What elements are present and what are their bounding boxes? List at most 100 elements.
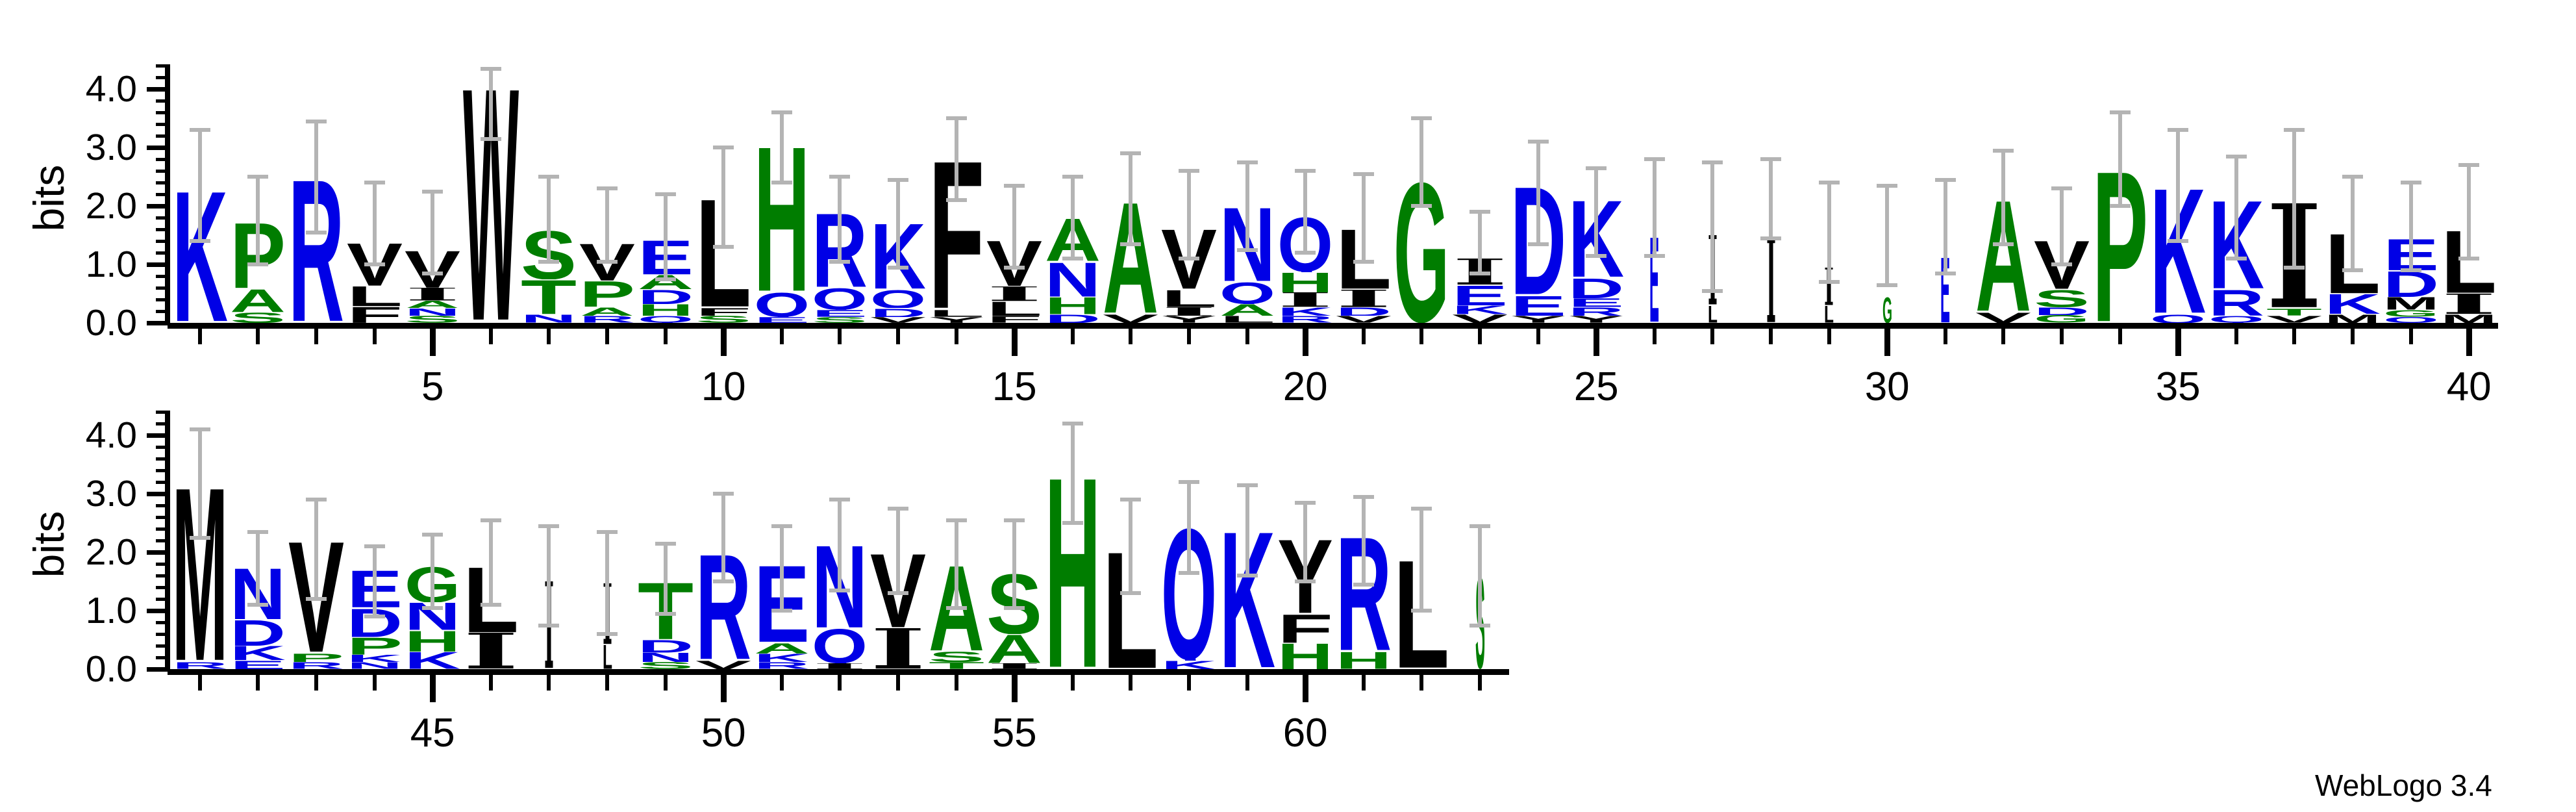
error-bar-line	[547, 526, 551, 626]
y-major-tick	[147, 204, 168, 209]
error-bar-cap-top	[888, 506, 908, 511]
logo-letter-Q: Q	[2383, 317, 2439, 323]
logo-letter-L: L	[929, 310, 984, 317]
svg-text:S: S	[695, 316, 751, 323]
x-minor-tick	[1827, 329, 1831, 344]
svg-text:F: F	[1277, 614, 1333, 643]
error-bar-line	[1012, 520, 1017, 608]
logo-letter-V: V	[1336, 316, 1392, 323]
error-bar-cap-top	[655, 192, 676, 196]
error-bar-cap-top	[247, 175, 269, 179]
y-minor-tick	[156, 539, 168, 542]
svg-text:F: F	[986, 316, 1042, 323]
logo-letter-G: G	[1882, 297, 1892, 324]
error-bar-cap-bottom	[1527, 242, 1549, 246]
svg-text:I: I	[1277, 292, 1333, 307]
logo-letter-I: I	[1161, 307, 1217, 316]
error-bar-cap-top	[1004, 518, 1025, 522]
error-bar-cap-top	[480, 66, 501, 71]
error-bar-line	[1652, 159, 1657, 256]
logo-letter-F: F	[347, 307, 403, 323]
svg-text:K: K	[754, 653, 810, 663]
svg-text:Y: Y	[1161, 316, 1217, 323]
y-minor-tick	[156, 597, 168, 601]
error-bar-line	[779, 112, 784, 183]
error-bar-cap-top	[1469, 210, 1490, 214]
error-bar-line	[314, 500, 318, 599]
y-minor-tick	[156, 239, 168, 243]
logo-letter-D: D	[638, 640, 694, 653]
svg-text:F: F	[695, 308, 751, 316]
logo-letter-D: D	[2383, 271, 2439, 298]
error-bar-line	[1303, 502, 1308, 581]
x-tick-label: 40	[2446, 364, 2492, 409]
svg-text:E: E	[230, 661, 286, 670]
error-bar-cap-top	[1236, 160, 1258, 164]
svg-text:P: P	[288, 653, 344, 663]
x-minor-tick	[2060, 329, 2064, 344]
error-bar-cap-top	[306, 498, 327, 501]
error-bar-line	[838, 500, 842, 590]
error-bar-cap-top	[1295, 169, 1316, 173]
error-bar-line	[1536, 142, 1540, 244]
y-minor-tick	[156, 99, 168, 103]
logo-letter-A: A	[579, 307, 635, 316]
svg-text:V: V	[1103, 314, 1158, 324]
svg-text:Q: Q	[2383, 317, 2439, 323]
logo-letter-K: K	[754, 653, 810, 663]
logo-letter-L: L	[1219, 316, 1275, 323]
svg-text:S: S	[405, 316, 460, 323]
x-minor-tick	[1652, 329, 1657, 344]
svg-text:I: I	[1336, 290, 1392, 307]
svg-text:P: P	[347, 637, 403, 655]
x-minor-tick	[838, 675, 842, 691]
x-tick-label: 15	[992, 364, 1037, 409]
x-tick-label: 50	[701, 711, 746, 755]
y-minor-tick	[156, 134, 168, 138]
svg-text:Q: Q	[812, 628, 868, 663]
error-bar-cap-top	[1586, 166, 1607, 170]
x-minor-tick	[488, 675, 493, 691]
error-bar-cap-bottom	[1818, 280, 1840, 284]
error-bar-cap-top	[771, 524, 792, 528]
y-minor-tick	[156, 574, 168, 577]
x-minor-tick	[1710, 329, 1715, 344]
error-bar-cap-bottom	[2400, 268, 2421, 272]
error-bar-line	[2351, 177, 2355, 270]
svg-text:V: V	[695, 661, 751, 670]
error-bar-cap-bottom	[1411, 204, 1432, 208]
error-bar-cap-bottom	[945, 605, 967, 610]
y-axis-line	[165, 411, 170, 672]
error-bar-cap-bottom	[189, 239, 210, 243]
y-tick-label: 2.0	[85, 531, 137, 573]
error-bar-cap-top	[713, 146, 734, 149]
error-bar-cap-bottom	[2458, 257, 2480, 260]
error-bar-line	[896, 179, 900, 268]
x-minor-tick	[1129, 675, 1133, 691]
y-tick-label: 0.0	[85, 648, 137, 690]
x-major-tick	[1884, 329, 1890, 356]
svg-text:R: R	[1568, 307, 1624, 316]
error-bar-line	[1419, 118, 1424, 206]
error-bar-line	[1710, 162, 1715, 291]
error-bar-cap-top	[597, 186, 618, 190]
error-bar-cap-bottom	[1179, 257, 1199, 260]
logo-letter-S: S	[2034, 290, 2090, 307]
logo-letter-L: L	[1708, 305, 1718, 323]
y-minor-tick	[156, 655, 168, 659]
error-bar-cap-bottom	[1004, 605, 1025, 610]
error-bar-cap-bottom	[888, 591, 908, 595]
logo-letter-S: S	[812, 317, 868, 323]
x-minor-tick	[197, 675, 202, 691]
error-bar-cap-top	[1236, 483, 1258, 487]
error-bar-cap-top	[306, 119, 327, 123]
svg-text:I: I	[405, 288, 460, 301]
logo-letter-H: H	[638, 304, 694, 316]
logo-letter-I: I	[1277, 292, 1333, 307]
x-minor-tick	[372, 675, 377, 691]
svg-text:N: N	[405, 309, 460, 316]
x-major-tick	[720, 675, 727, 702]
logo-letter-S: S	[638, 662, 694, 669]
y-major-tick	[147, 609, 168, 613]
error-bar-cap-bottom	[2342, 268, 2363, 272]
